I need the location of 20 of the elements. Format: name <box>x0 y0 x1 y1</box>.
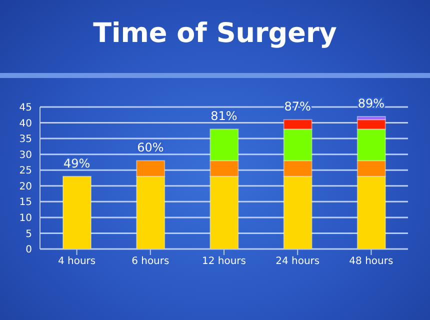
bar <box>62 176 92 249</box>
annotation: 49% <box>63 156 90 170</box>
y-tick-label: 25 <box>19 166 32 177</box>
x-tick-label: 6 hours <box>132 256 170 268</box>
y-tick-label: 0 <box>26 244 32 256</box>
y-tick-label: 10 <box>19 212 32 224</box>
y-tick-label: 40 <box>19 118 32 130</box>
x-tick-label: 24 hours <box>276 256 320 268</box>
x-tick-label: 12 hours <box>202 256 246 268</box>
annotation: 60% <box>137 140 164 155</box>
y-tick-label: 30 <box>19 150 32 161</box>
y-tick-label: 20 <box>19 181 32 192</box>
annotation: 81% <box>210 109 238 124</box>
y-tick-label: 15 <box>19 197 32 208</box>
y-tick-label: 5 <box>26 228 32 240</box>
y-tick-label: 35 <box>19 134 32 146</box>
x-tick-label: 48 hours <box>349 256 394 268</box>
x-tick-label: 4 hours <box>58 256 96 268</box>
chart-title: Time of Surgery <box>92 18 338 49</box>
y-tick-label: 45 <box>19 102 32 114</box>
